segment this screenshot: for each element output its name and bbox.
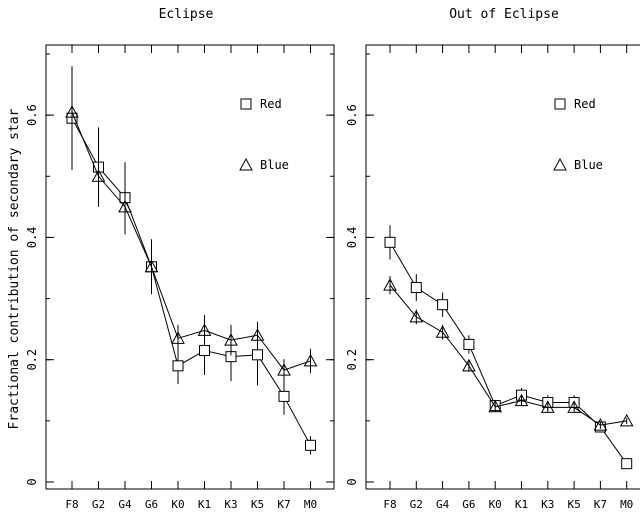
data-point-red bbox=[621, 458, 633, 470]
data-point-blue bbox=[224, 333, 238, 346]
plot-frame bbox=[365, 44, 640, 490]
x-tick-label: K5 bbox=[251, 498, 264, 511]
data-point-blue bbox=[144, 259, 159, 273]
series-line-red bbox=[71, 117, 311, 446]
series-line-blue bbox=[71, 111, 311, 371]
data-point-blue bbox=[91, 169, 106, 182]
x-tick-label: G2 bbox=[410, 498, 423, 511]
data-point-blue bbox=[435, 325, 450, 338]
data-point-blue bbox=[303, 353, 318, 367]
series-line-blue bbox=[389, 284, 627, 426]
data-point-blue bbox=[277, 363, 291, 376]
data-point-blue bbox=[514, 393, 529, 407]
chart-title: Out of Eclipse bbox=[449, 7, 559, 22]
y-tick-label: 0.6 bbox=[25, 104, 39, 126]
legend-label-red: Red bbox=[574, 97, 596, 111]
data-point-red bbox=[463, 338, 475, 350]
x-tick-label: K1 bbox=[198, 498, 211, 511]
data-point-blue bbox=[118, 199, 132, 213]
y-tick-label: 0.4 bbox=[345, 227, 359, 249]
series-line-red bbox=[389, 242, 628, 464]
x-tick-label: F8 bbox=[383, 498, 396, 511]
x-tick-label: M0 bbox=[304, 498, 317, 511]
x-tick-label: G4 bbox=[436, 498, 450, 511]
data-point-blue bbox=[593, 418, 608, 431]
x-tick-label: K0 bbox=[171, 498, 184, 511]
data-point-blue bbox=[409, 309, 424, 323]
x-tick-label: G6 bbox=[462, 498, 475, 511]
legend-label-blue: Blue bbox=[574, 158, 603, 172]
x-tick-label: K7 bbox=[594, 498, 607, 511]
data-point-red bbox=[172, 360, 184, 372]
data-point-red bbox=[410, 282, 422, 294]
panel-out-of-eclipse: Out of Eclipse 0 0.2 0.4 0.6 F8 G2 G4 G6 K0 K1 K3 K5… bbox=[345, 7, 640, 511]
data-point-red bbox=[384, 236, 396, 248]
plot-frame bbox=[45, 44, 335, 490]
y-tick-label: 0.2 bbox=[345, 349, 359, 371]
data-point-blue bbox=[619, 413, 634, 427]
x-tick-label: K5 bbox=[567, 498, 580, 511]
x-tick-label: K3 bbox=[224, 498, 237, 511]
x-tick-label: K7 bbox=[277, 498, 290, 511]
y-tick-label: 0 bbox=[345, 478, 359, 485]
legend-marker-blue bbox=[553, 157, 567, 171]
x-tick-label: M0 bbox=[620, 498, 633, 511]
x-tick-label: K0 bbox=[489, 498, 502, 511]
data-point-red bbox=[278, 390, 290, 402]
y-tick-label: 0.4 bbox=[25, 227, 39, 249]
legend-marker-blue bbox=[239, 157, 253, 171]
legend-marker-red bbox=[240, 98, 252, 110]
data-point-blue bbox=[488, 399, 503, 413]
data-point-red bbox=[199, 345, 210, 357]
x-tick-label: G4 bbox=[118, 498, 132, 511]
x-tick-label: K3 bbox=[541, 498, 554, 511]
x-tick-label: K1 bbox=[515, 498, 528, 511]
data-point-blue bbox=[250, 328, 265, 341]
x-tick-label: G2 bbox=[92, 498, 105, 511]
chart-title: Eclipse bbox=[159, 7, 214, 22]
data-point-red bbox=[305, 439, 316, 451]
y-tick-label: 0.6 bbox=[345, 104, 359, 126]
x-tick-label: G6 bbox=[145, 498, 158, 511]
data-point-blue bbox=[197, 323, 212, 336]
x-tick-label: F8 bbox=[65, 498, 78, 511]
data-point-blue bbox=[567, 400, 581, 413]
data-point-red bbox=[437, 299, 449, 311]
legend-label-blue: Blue bbox=[260, 158, 289, 172]
data-point-blue bbox=[462, 358, 476, 372]
y-tick-label: 0.2 bbox=[25, 349, 39, 371]
data-point-blue bbox=[171, 331, 185, 344]
data-point-blue bbox=[540, 400, 555, 413]
data-point-red bbox=[252, 349, 263, 361]
panel-eclipse: Eclipse 0 0.2 0.4 0.6 F8 G2 G4 G6 K0 K1 K3 K5 K7 M0 Red… bbox=[25, 7, 335, 511]
data-point-blue bbox=[383, 278, 397, 291]
legend-label-red: Red bbox=[260, 97, 282, 111]
legend-marker-red bbox=[554, 98, 566, 110]
data-point-blue bbox=[65, 105, 79, 118]
y-tick-label: 0 bbox=[25, 478, 39, 485]
y-axis-label: Fractional contribution of secondary sta… bbox=[7, 108, 22, 429]
